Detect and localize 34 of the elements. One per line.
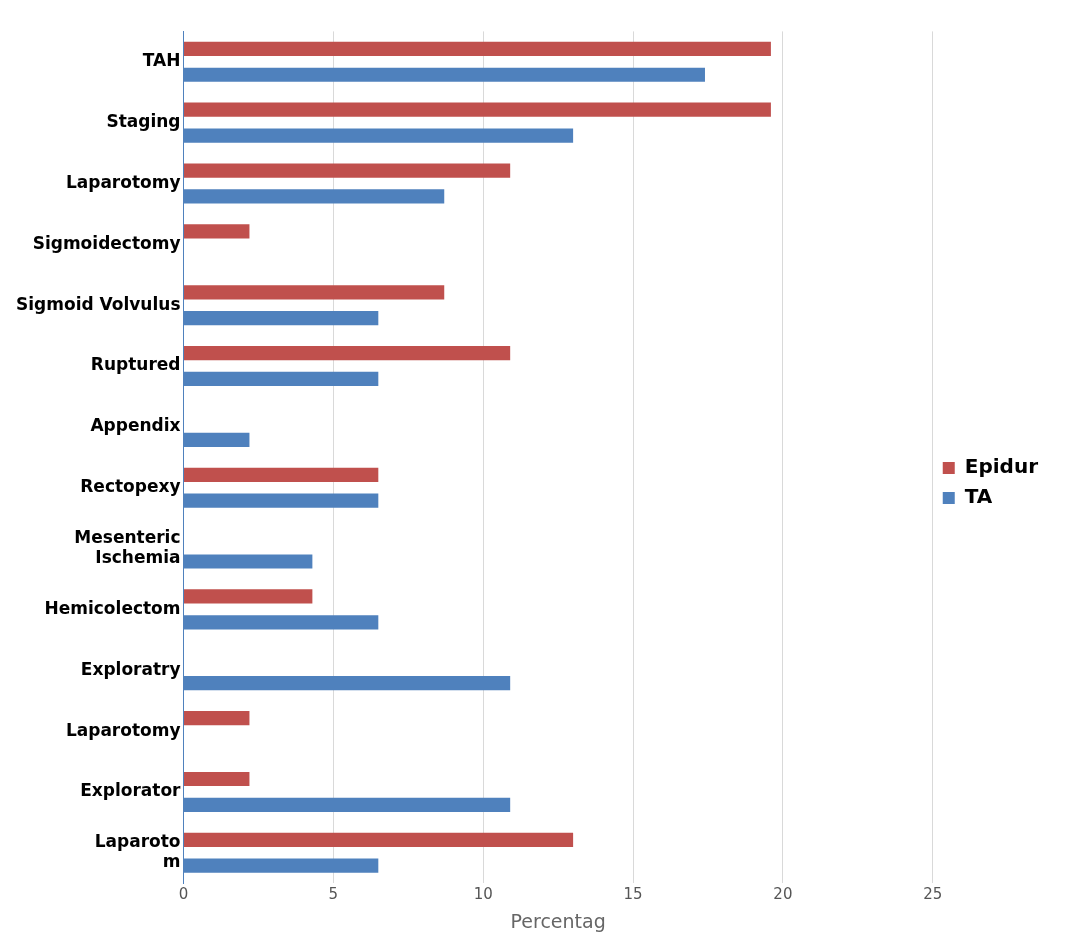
y-tick-label: Laparotomy — [65, 719, 181, 740]
bar — [184, 346, 511, 361]
bar — [184, 711, 250, 726]
bar — [184, 467, 379, 482]
y-tick-label: Sigmoidectomy — [32, 232, 181, 253]
y-tick-label: Sigmoid Volvulus — [16, 293, 181, 314]
y-tick-label: Laparotomy — [65, 171, 181, 192]
bar — [184, 41, 771, 56]
y-tick-label: Laparoto m — [94, 831, 181, 872]
y-tick-label: TAH — [142, 50, 181, 71]
y-tick-label: Appendix — [90, 415, 181, 436]
legend-label: TA — [964, 484, 993, 509]
bar — [184, 832, 574, 847]
y-tick-label: Rectopexy — [80, 476, 181, 497]
bar — [184, 163, 511, 178]
bar — [184, 224, 250, 239]
x-tick-label: 20 — [773, 885, 793, 904]
y-tick-label: Hemicolectom — [44, 597, 181, 618]
bar — [184, 285, 445, 300]
x-tick-label: 0 — [178, 885, 189, 904]
bar — [184, 589, 313, 604]
y-tick-label: Ruptured — [90, 354, 181, 375]
x-tick-label: 10 — [473, 885, 493, 904]
bar — [184, 771, 250, 787]
x-tick-label: 15 — [623, 885, 643, 904]
x-tick-label: 5 — [328, 885, 339, 904]
y-tick-label: Staging — [106, 111, 181, 132]
bar — [184, 102, 771, 117]
y-tick-label: Explorator — [80, 780, 182, 801]
y-tick-label: Exploratry — [80, 658, 181, 679]
x-axis-title: Percentag — [510, 909, 606, 932]
x-tick-label: 25 — [923, 885, 943, 904]
legend-label: Epidur — [964, 454, 1039, 479]
y-tick-label: Mesenteric Ischemia — [74, 526, 181, 568]
